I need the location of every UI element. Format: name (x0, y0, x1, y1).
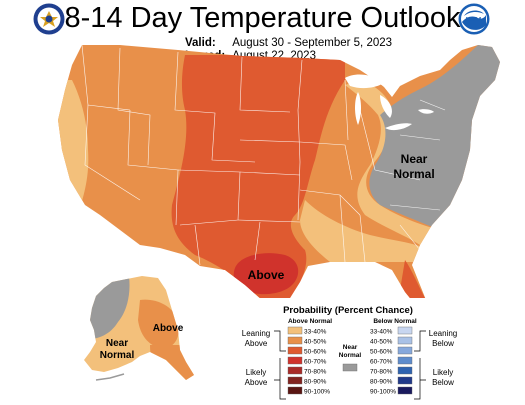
below-swatch-1 (397, 326, 413, 335)
legend-title: Probability (Percent Chance) (283, 305, 413, 316)
legend-likely-above-line2: Above (245, 378, 268, 387)
below-swatch-3 (397, 346, 413, 355)
lake-superior (345, 74, 385, 89)
above-range-label-2: 40-50% (304, 339, 327, 346)
legend-likely-above-line1: Likely (246, 368, 266, 377)
above-swatch-1 (287, 326, 303, 335)
above-label-conus: Above (248, 268, 285, 282)
lake-huron (380, 95, 392, 118)
above-swatch-7 (287, 386, 303, 395)
above-swatch-5 (287, 366, 303, 375)
above-swatch-6 (287, 376, 303, 385)
legend-near-label-line1: Near (343, 344, 358, 351)
lake-michigan (355, 92, 361, 125)
legend-leaning-above-line2: Above (245, 339, 268, 348)
below-range-label-4: 60-70% (370, 359, 393, 366)
legend-near-label-line2: Normal (339, 352, 362, 359)
legend-likely-below-line2: Below (432, 378, 454, 387)
above-range-label-4: 60-70% (304, 359, 327, 366)
above-range-label-1: 33-40% (304, 329, 327, 336)
valid-label: Valid: (185, 37, 216, 49)
below-swatch-5 (397, 366, 413, 375)
valid-dates: August 30 - September 5, 2023 (232, 37, 393, 49)
near-normal-label-line1: Near (401, 152, 428, 166)
below-range-label-5: 70-80% (370, 369, 393, 376)
below-range-label-1: 33-40% (370, 329, 393, 336)
legend-below-header: Below Normal (373, 318, 417, 325)
legend-leaning-below-line2: Below (432, 339, 454, 348)
page-title: 8-14 Day Temperature Outlook (64, 2, 461, 34)
above-range-label-7: 90-100% (304, 389, 330, 396)
likely-below-bracket (414, 358, 426, 400)
below-range-label-7: 90-100% (370, 389, 396, 396)
aleutian-islands (95, 373, 125, 381)
leaning-below-bracket (414, 330, 426, 352)
leaning-above-bracket (274, 330, 286, 352)
legend-likely-below-line1: Likely (433, 368, 453, 377)
likely-above-bracket (274, 358, 286, 400)
legend-above-header: Above Normal (288, 318, 332, 325)
legend-below-swatches: 33-40% 40-50% 50-60% 60-70% 70-80% 80-90% 90-1… (370, 326, 413, 396)
below-swatch-6 (397, 376, 413, 385)
alaska-near-label-line2: Normal (100, 350, 135, 361)
legend-leaning-below-line1: Leaning (429, 329, 457, 338)
legend-leaning-above-line1: Leaning (242, 329, 270, 338)
legend: Probability (Percent Chance) Above Norma… (232, 298, 522, 402)
alaska-above-label: Above (153, 323, 184, 334)
lake-erie (385, 123, 412, 131)
above-range-label-6: 80-90% (304, 379, 327, 386)
above-range-label-5: 70-80% (304, 369, 327, 376)
legend-above-swatches: 33-40% 40-50% 50-60% 60-70% 70-80% 80-90% 90-1… (287, 326, 330, 396)
below-range-label-3: 50-60% (370, 349, 393, 356)
svg-text:NOAA: NOAA (466, 17, 482, 23)
noaa-logo-icon: NOAA (458, 3, 490, 35)
above-swatch-3 (287, 346, 303, 355)
below-range-label-6: 80-90% (370, 379, 393, 386)
above-range-label-3: 50-60% (304, 349, 327, 356)
legend-near-swatch (342, 363, 358, 372)
near-normal-label-line2: Normal (393, 167, 434, 181)
doc-seal-icon (33, 3, 65, 35)
below-swatch-7 (397, 386, 413, 395)
below-range-label-2: 40-50% (370, 339, 393, 346)
below-swatch-2 (397, 336, 413, 345)
above-swatch-2 (287, 336, 303, 345)
below-swatch-4 (397, 356, 413, 365)
above-swatch-4 (287, 356, 303, 365)
lake-ontario (418, 109, 434, 114)
alaska-near-label-line1: Near (106, 338, 128, 349)
